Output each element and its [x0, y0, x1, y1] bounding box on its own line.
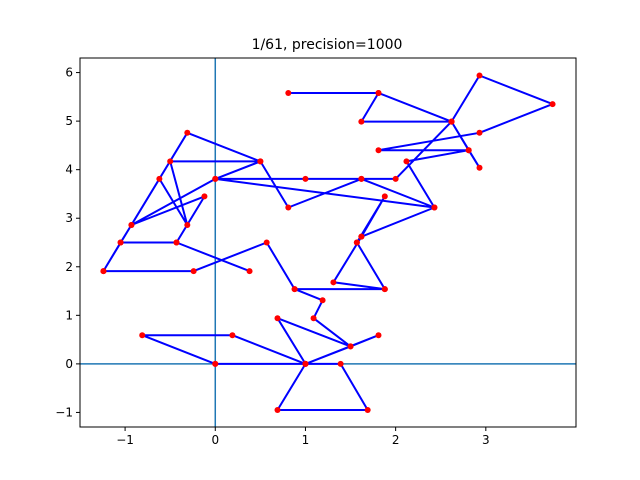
- data-point: [184, 222, 191, 229]
- y-tick-label: 0: [65, 357, 73, 371]
- data-point: [310, 315, 317, 322]
- data-point: [190, 268, 197, 275]
- y-tick-label: 1: [65, 308, 73, 322]
- data-point: [448, 118, 455, 125]
- data-point: [392, 175, 399, 182]
- data-point: [353, 239, 360, 246]
- plot-frame: [79, 57, 577, 428]
- data-point: [358, 175, 365, 182]
- data-point: [173, 239, 180, 246]
- data-point: [319, 297, 326, 304]
- y-tick-label: 6: [65, 66, 73, 80]
- series-markers: [100, 72, 556, 414]
- data-point: [358, 233, 365, 240]
- data-point: [285, 89, 292, 96]
- data-point: [263, 239, 270, 246]
- x-axis: −1 0 1 2 3: [116, 427, 490, 447]
- data-point: [465, 147, 472, 154]
- data-point: [246, 268, 253, 275]
- data-point: [302, 175, 309, 182]
- data-point: [476, 129, 483, 136]
- data-point: [302, 360, 309, 367]
- data-point: [375, 332, 382, 339]
- x-tick-label: 0: [211, 433, 219, 447]
- data-point: [139, 332, 146, 339]
- x-tick-label: 1: [302, 433, 310, 447]
- data-point: [347, 343, 354, 350]
- y-tick-label: 2: [65, 260, 73, 274]
- data-point: [257, 158, 264, 165]
- data-point: [212, 360, 219, 367]
- data-point: [358, 118, 365, 125]
- x-tick-label: −1: [116, 433, 134, 447]
- data-point: [100, 268, 107, 275]
- data-point: [549, 101, 556, 108]
- data-point: [285, 204, 292, 211]
- data-point: [330, 279, 337, 286]
- data-point: [381, 193, 388, 200]
- data-point: [476, 72, 483, 79]
- data-point: [403, 158, 410, 165]
- data-point: [229, 332, 236, 339]
- data-point: [431, 204, 438, 211]
- chart-title: 1/61, precision=1000: [252, 37, 403, 53]
- data-point: [167, 158, 174, 165]
- data-point: [128, 222, 135, 229]
- y-tick-label: 3: [65, 211, 73, 225]
- y-axis: −1 0 1 2 3 4 5 6: [55, 66, 80, 419]
- x-tick-label: 2: [392, 433, 400, 447]
- data-point: [291, 286, 298, 293]
- data-point: [375, 147, 382, 154]
- data-point: [184, 129, 191, 136]
- data-point: [212, 175, 219, 182]
- data-point: [337, 360, 344, 367]
- x-tick-label: 3: [482, 433, 490, 447]
- data-point: [375, 89, 382, 96]
- data-point: [364, 407, 371, 414]
- y-tick-label: −1: [55, 405, 73, 419]
- data-point: [381, 286, 388, 293]
- data-point: [156, 175, 163, 182]
- y-tick-label: 4: [65, 163, 73, 177]
- data-point: [201, 193, 208, 200]
- data-point: [117, 239, 124, 246]
- data-point: [274, 407, 281, 414]
- data-point: [274, 315, 281, 322]
- y-tick-label: 5: [65, 114, 73, 128]
- data-point: [476, 164, 483, 171]
